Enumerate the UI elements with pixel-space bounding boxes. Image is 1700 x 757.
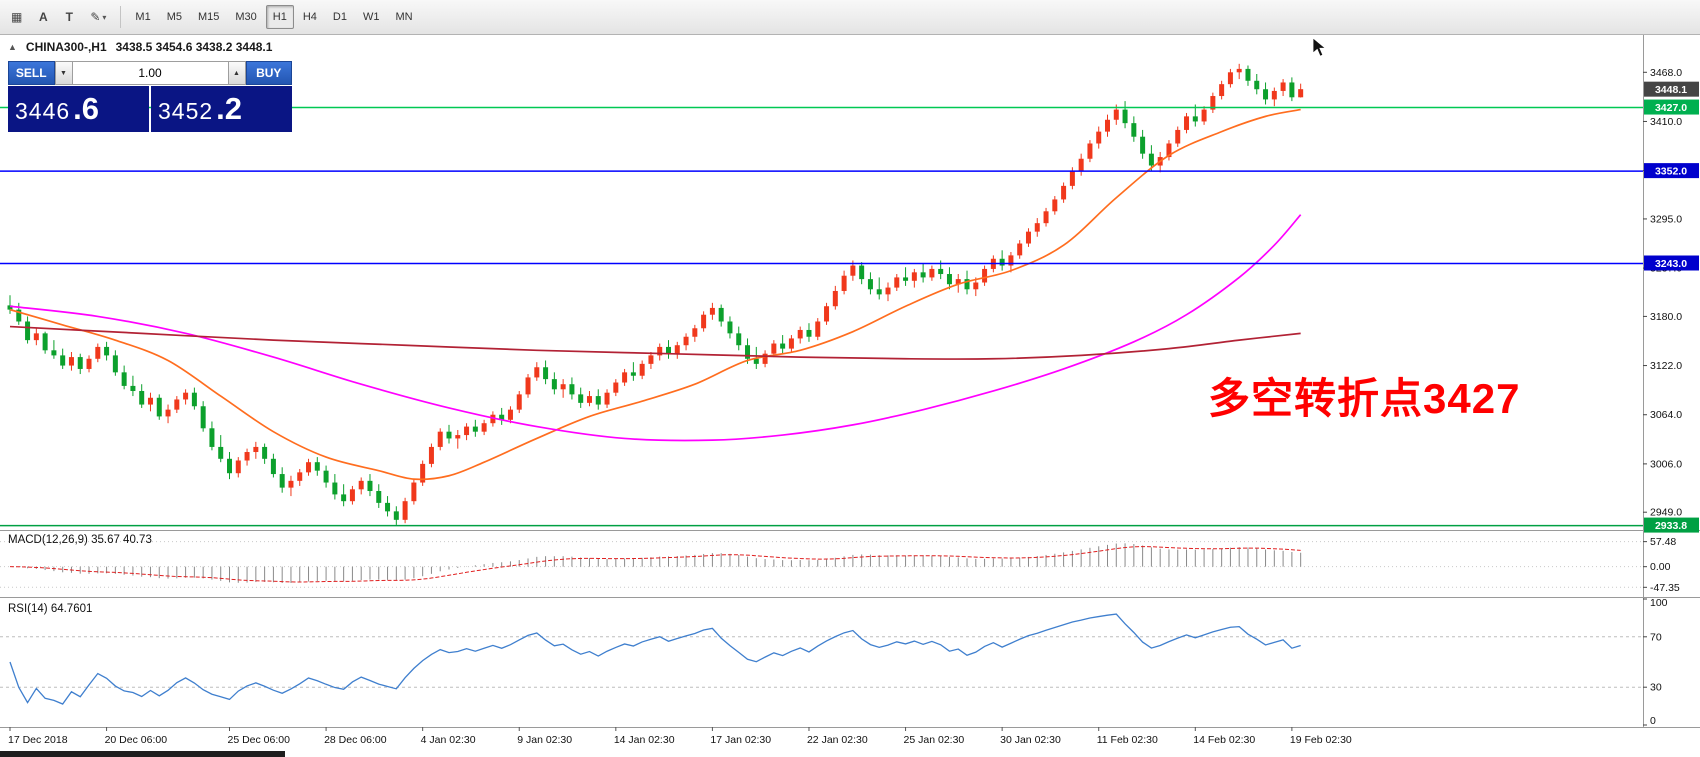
sell-price-main: 3446 bbox=[15, 98, 71, 124]
macd-histogram bbox=[18, 543, 1302, 584]
price-tick-label: 2949.0 bbox=[1650, 507, 1682, 519]
time-axis-label: 22 Jan 02:30 bbox=[807, 734, 868, 746]
drawing-tools-icon-glyph: ✎ bbox=[90, 10, 101, 24]
buy-price[interactable]: 3452 .2 bbox=[151, 86, 292, 132]
time-axis-label: 28 Dec 06:00 bbox=[324, 734, 387, 746]
drawing-toolbar-group: ▦ A T ✎ ▾ bbox=[4, 5, 113, 29]
text-tool-icon-glyph: T bbox=[65, 10, 74, 24]
volume-increase-button[interactable]: ▲ bbox=[227, 61, 246, 85]
rsi-axis-label: 70 bbox=[1650, 631, 1662, 643]
time-axis-label: 9 Jan 02:30 bbox=[517, 734, 572, 746]
macd-axis-label: 57.48 bbox=[1650, 536, 1676, 548]
macd-label: MACD(12,26,9) 35.67 40.73 bbox=[8, 534, 152, 546]
sell-price[interactable]: 3446 .6 bbox=[8, 86, 149, 132]
buy-price-fraction: .2 bbox=[216, 91, 243, 126]
chart-list-icon-glyph: ▦ bbox=[11, 10, 23, 24]
buy-button[interactable]: BUY bbox=[245, 61, 292, 85]
arrow-tool-icon-glyph: A bbox=[39, 10, 48, 24]
time-axis-label: 14 Feb 02:30 bbox=[1193, 734, 1255, 746]
price-badge-3243.0: 3243.0 bbox=[1644, 255, 1699, 271]
volume-input[interactable] bbox=[72, 61, 228, 85]
chart-header: ▲ CHINA300-,H1 3438.5 3454.6 3438.2 3448… bbox=[8, 40, 272, 54]
timeframe-button-w1[interactable]: W1 bbox=[356, 5, 387, 29]
price-tick-label: 3006.0 bbox=[1650, 458, 1682, 470]
time-axis-label: 17 Jan 02:30 bbox=[710, 734, 771, 746]
volume-decrease-button[interactable]: ▼ bbox=[54, 61, 73, 85]
ma-medium-line bbox=[9, 214, 1302, 442]
price-tick-label: 3064.0 bbox=[1650, 409, 1682, 421]
sell-button[interactable]: SELL bbox=[8, 61, 55, 85]
rsi-axis-label: 30 bbox=[1650, 682, 1662, 694]
chart-list-icon[interactable]: ▦ bbox=[4, 5, 29, 29]
svg-text:3352.0: 3352.0 bbox=[1655, 165, 1687, 177]
macd-axis-label: -47.35 bbox=[1650, 582, 1680, 594]
price-tick-label: 3410.0 bbox=[1650, 116, 1682, 128]
background-window-edge bbox=[0, 751, 285, 757]
timeframe-button-m30[interactable]: M30 bbox=[228, 5, 263, 29]
chart-window: 3468.03410.03352.03295.03237.03180.03122… bbox=[0, 35, 1700, 757]
timeframe-button-m1[interactable]: M1 bbox=[128, 5, 157, 29]
price-tick-label: 3180.0 bbox=[1650, 311, 1682, 323]
time-axis-label: 14 Jan 02:30 bbox=[614, 734, 675, 746]
time-axis-label: 25 Dec 06:00 bbox=[228, 734, 291, 746]
svg-text:2933.8: 2933.8 bbox=[1655, 520, 1687, 532]
ma-slow-line bbox=[9, 325, 1301, 360]
time-axis-label: 20 Dec 06:00 bbox=[105, 734, 168, 746]
time-axis-label: 19 Feb 02:30 bbox=[1290, 734, 1352, 746]
main-toolbar: ▦ A T ✎ ▾ M1 M5 M15 M30 H1 H4 D1 W1 MN bbox=[0, 0, 1700, 35]
chart-canvas[interactable]: 3468.03410.03352.03295.03237.03180.03122… bbox=[0, 35, 1700, 757]
dropdown-caret-icon: ▾ bbox=[102, 12, 107, 22]
timeframe-button-h1[interactable]: H1 bbox=[265, 5, 294, 29]
time-axis-label: 17 Dec 2018 bbox=[8, 734, 68, 746]
timeframe-toolbar-group: M1 M5 M15 M30 H1 H4 D1 W1 MN bbox=[128, 5, 419, 29]
symbol-period-label: CHINA300-,H1 bbox=[25, 40, 107, 54]
text-tool-icon[interactable]: T bbox=[57, 5, 81, 29]
toolbar-separator bbox=[120, 6, 122, 28]
timeframe-button-m15[interactable]: M15 bbox=[191, 5, 226, 29]
rsi-line bbox=[9, 613, 1301, 705]
rsi-label: RSI(14) 64.7601 bbox=[8, 603, 92, 615]
time-axis-label: 30 Jan 02:30 bbox=[1000, 734, 1061, 746]
arrow-tool-icon[interactable]: A bbox=[31, 5, 55, 29]
timeframe-button-m5[interactable]: M5 bbox=[160, 5, 189, 29]
one-click-collapse-icon[interactable]: ▲ bbox=[8, 42, 17, 52]
rsi-axis-label: 100 bbox=[1650, 597, 1668, 609]
price-tick-label: 3122.0 bbox=[1650, 360, 1682, 372]
sell-price-fraction: .6 bbox=[73, 91, 100, 126]
ohlc-values: 3438.5 3454.6 3438.2 3448.1 bbox=[115, 40, 273, 54]
volume-spinner: ▼ ▲ bbox=[54, 61, 246, 85]
chart-annotation-text[interactable]: 多空转折点3427 bbox=[1208, 375, 1521, 422]
price-badge-3352.0: 3352.0 bbox=[1644, 163, 1699, 179]
time-axis-label: 25 Jan 02:30 bbox=[904, 734, 965, 746]
drawing-tools-icon[interactable]: ✎ ▾ bbox=[83, 5, 113, 29]
mouse-cursor bbox=[1312, 37, 1327, 57]
time-axis-label: 11 Feb 02:30 bbox=[1097, 734, 1158, 746]
price-tick-label: 3295.0 bbox=[1650, 213, 1682, 225]
price-tick-label: 3468.0 bbox=[1650, 67, 1682, 79]
price-badge-3448.1: 3448.1 bbox=[1644, 81, 1699, 97]
timeframe-button-d1[interactable]: D1 bbox=[326, 5, 354, 29]
price-badge-3427.0: 3427.0 bbox=[1644, 99, 1699, 115]
svg-text:3448.1: 3448.1 bbox=[1655, 84, 1687, 96]
candlestick-series bbox=[7, 63, 1304, 525]
timeframe-button-h4[interactable]: H4 bbox=[296, 5, 324, 29]
svg-text:3427.0: 3427.0 bbox=[1655, 102, 1687, 114]
svg-text:3243.0: 3243.0 bbox=[1655, 258, 1687, 270]
one-click-trading-panel: SELL ▼ ▲ BUY 3446 .6 3452 .2 bbox=[8, 61, 292, 132]
buy-price-main: 3452 bbox=[158, 98, 214, 124]
macd-axis-label: 0.00 bbox=[1650, 561, 1671, 573]
ma-fast-line bbox=[9, 108, 1301, 481]
timeframe-button-mn[interactable]: MN bbox=[388, 5, 419, 29]
rsi-axis-label: 0 bbox=[1650, 715, 1656, 727]
time-axis-label: 4 Jan 02:30 bbox=[421, 734, 476, 746]
price-badge-2933.8: 2933.8 bbox=[1644, 517, 1699, 533]
